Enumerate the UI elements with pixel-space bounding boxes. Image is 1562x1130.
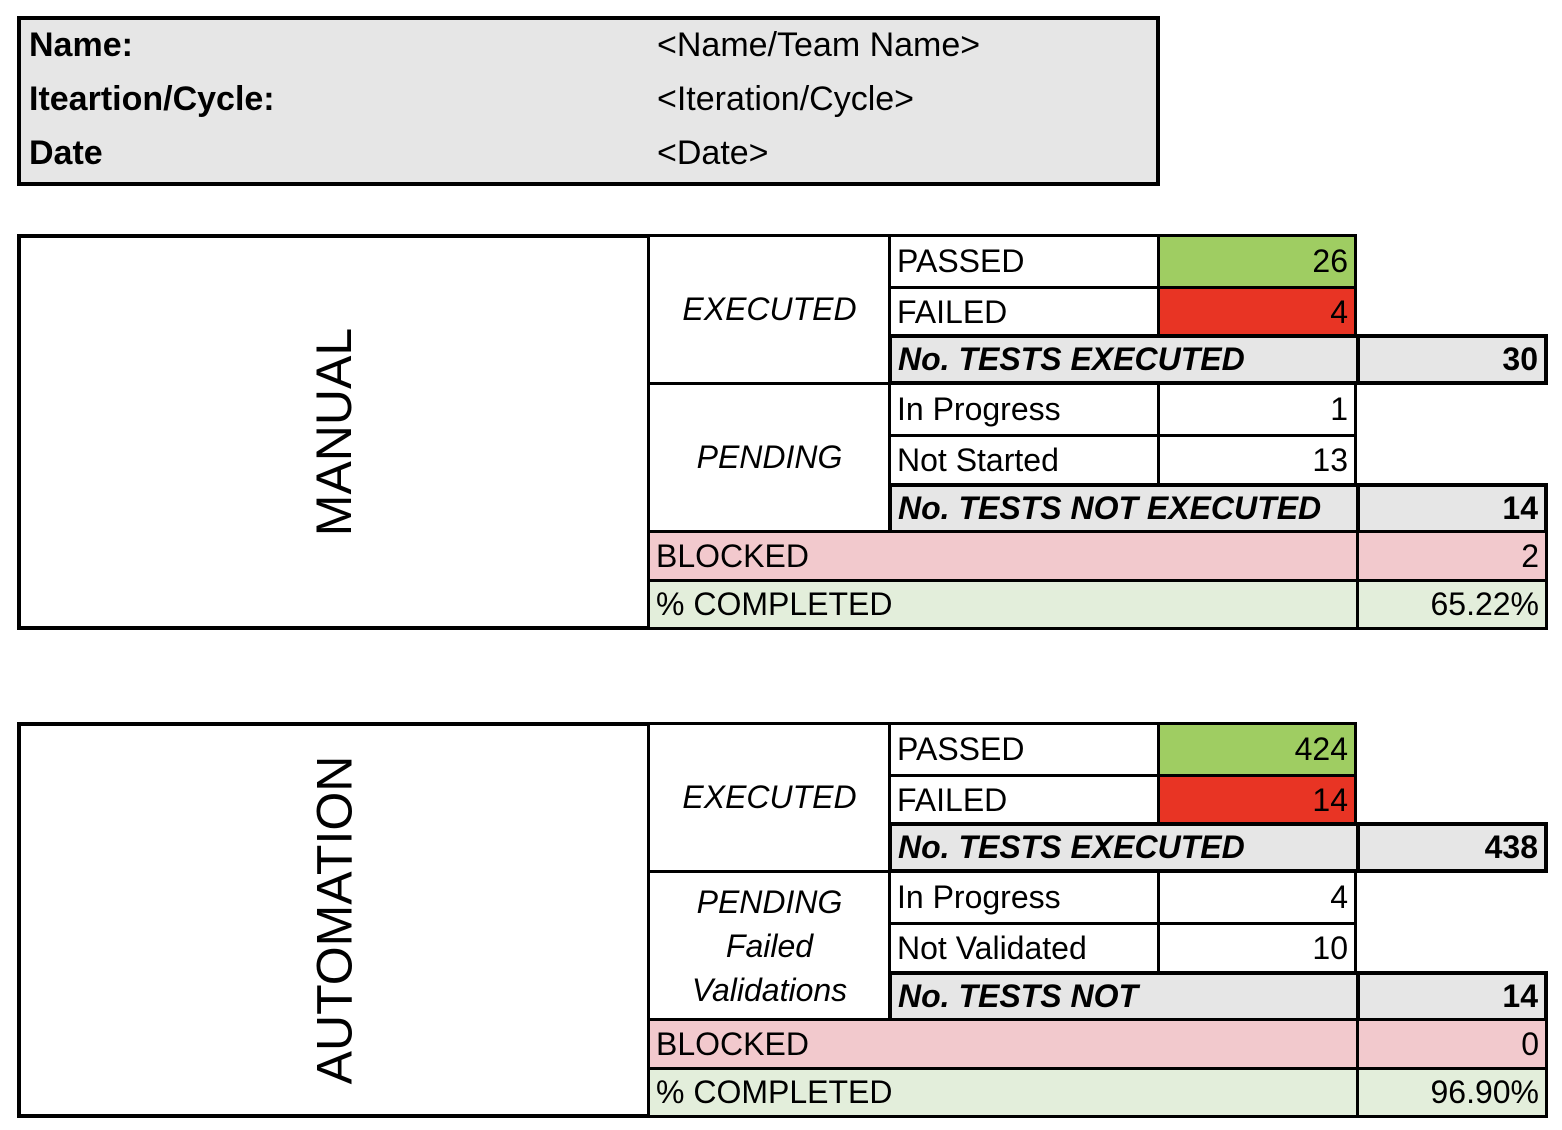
manual-completed-label: % COMPLETED — [647, 579, 1360, 630]
manual-not-executed-label: No. TESTS NOT EXECUTED — [888, 483, 1360, 534]
manual-passed-label: PASSED — [888, 234, 1160, 289]
automation-executed-total-value: 438 — [1356, 822, 1548, 873]
automation-pending-label-3: Validations — [691, 971, 848, 1008]
date-value: <Date> — [657, 134, 769, 172]
automation-not-validated-value: 10 — [1157, 922, 1357, 974]
automation-not-validated-label: Not Validated — [888, 922, 1160, 974]
automation-blocked-label: BLOCKED — [647, 1018, 1360, 1070]
automation-in-progress-label: In Progress — [888, 870, 1160, 925]
automation-blocked-value: 0 — [1356, 1018, 1548, 1070]
manual-blocked-value: 2 — [1356, 530, 1548, 582]
automation-failed-value: 14 — [1157, 774, 1357, 826]
manual-failed-value: 4 — [1157, 286, 1357, 338]
automation-in-progress-value: 4 — [1157, 870, 1357, 925]
manual-in-progress-label: In Progress — [888, 382, 1160, 437]
report-header: Name: <Name/Team Name> Iteartion/Cycle: … — [17, 16, 1160, 186]
manual-passed-value: 26 — [1157, 234, 1357, 289]
manual-in-progress-value: 1 — [1157, 382, 1357, 437]
manual-completed-value: 65.22% — [1356, 579, 1548, 630]
automation-passed-label: PASSED — [888, 722, 1160, 777]
automation-title-cell: AUTOMATION — [17, 722, 651, 1118]
manual-executed-total-label: No. TESTS EXECUTED — [888, 334, 1360, 385]
automation-pending-label-1: PENDING — [696, 883, 843, 920]
automation-executed-group: EXECUTED — [647, 722, 892, 873]
automation-executed-total-label: No. TESTS EXECUTED — [888, 822, 1360, 873]
automation-pending-label-2: Failed — [725, 927, 814, 964]
iteration-label: Iteartion/Cycle: — [29, 80, 275, 118]
name-value: <Name/Team Name> — [657, 26, 981, 64]
automation-failed-label: FAILED — [888, 774, 1160, 826]
manual-blocked-label: BLOCKED — [647, 530, 1360, 582]
manual-not-executed-value: 14 — [1356, 483, 1548, 534]
automation-completed-label: % COMPLETED — [647, 1067, 1360, 1118]
manual-title-cell: MANUAL — [17, 234, 651, 630]
automation-title: AUTOMATION — [306, 755, 362, 1085]
manual-failed-label: FAILED — [888, 286, 1160, 338]
manual-pending-group: PENDING — [647, 382, 892, 533]
iteration-value: <Iteration/Cycle> — [657, 80, 915, 118]
manual-title: MANUAL — [306, 327, 362, 537]
manual-not-started-label: Not Started — [888, 434, 1160, 486]
automation-pending-group: PENDING Failed Validations — [647, 870, 892, 1021]
name-label: Name: — [29, 26, 133, 64]
manual-not-started-value: 13 — [1157, 434, 1357, 486]
automation-not-executed-label: No. TESTS NOT — [888, 971, 1360, 1022]
manual-section: MANUAL EXECUTED PASSED 26 FAILED 4 No. T… — [17, 234, 1548, 630]
manual-executed-total-value: 30 — [1356, 334, 1548, 385]
date-label: Date — [29, 134, 103, 172]
automation-completed-value: 96.90% — [1356, 1067, 1548, 1118]
automation-passed-value: 424 — [1157, 722, 1357, 777]
automation-not-executed-value: 14 — [1356, 971, 1548, 1022]
manual-executed-group: EXECUTED — [647, 234, 892, 385]
